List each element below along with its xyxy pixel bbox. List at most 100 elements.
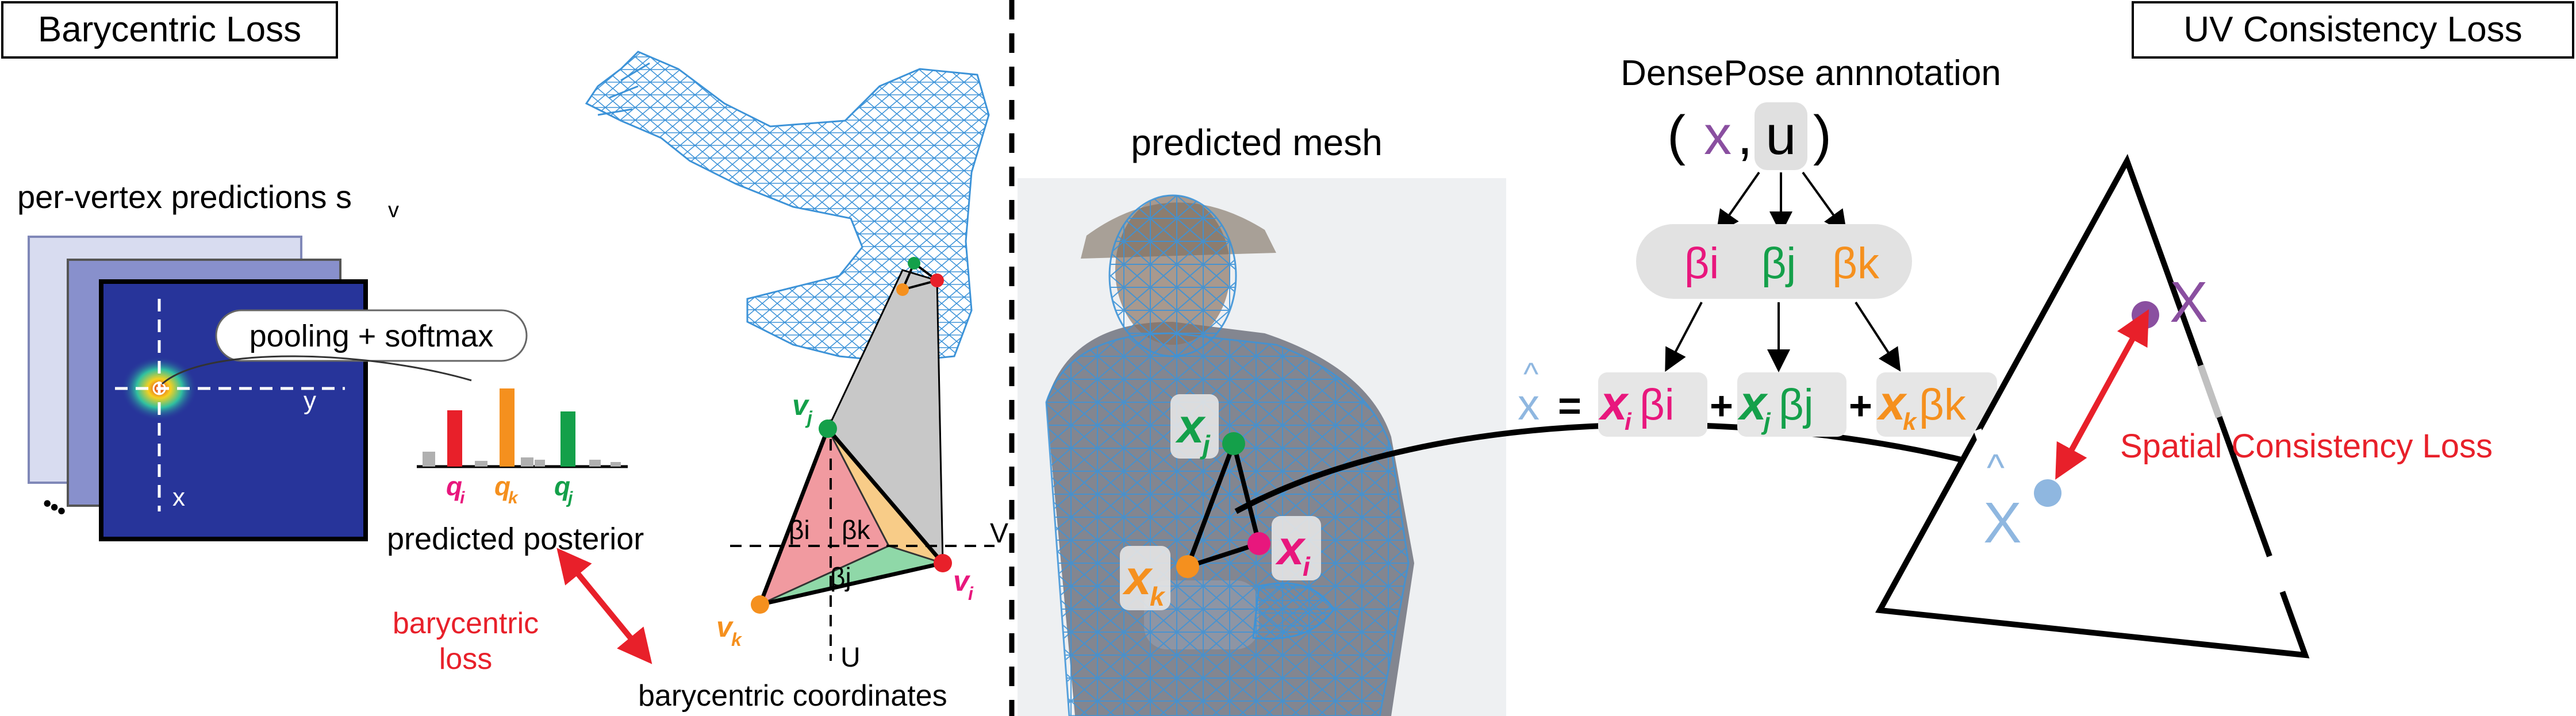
eq-term-i-beta: βi (1640, 380, 1675, 429)
pooling-label: pooling + softmax (249, 319, 494, 353)
v-j-label: v (792, 389, 810, 421)
q-k-label: q (494, 471, 510, 501)
q-j-label: q (554, 471, 570, 501)
arrow-icon (1665, 302, 1703, 372)
v-k-sub: k (731, 629, 743, 650)
mesh-label: predicted mesh (1131, 122, 1383, 163)
uv-edge-gap-left (1974, 428, 1999, 480)
u-axis-label: U (840, 642, 861, 673)
annotation-u: u (1765, 105, 1796, 166)
v-j-point (819, 419, 837, 438)
annotation-paren-open: ( (1667, 105, 1686, 166)
v-i-sub: i (968, 583, 974, 604)
eq-term-k-sub: k (1903, 408, 1918, 435)
eq-term-k-x: x (1876, 376, 1907, 430)
q-k-sub: k (508, 488, 519, 507)
x-gt-label: X (2170, 270, 2208, 334)
q-i-sub: i (460, 488, 465, 507)
eq-term-i-x: x (1598, 376, 1629, 430)
arrow-icon (1855, 301, 1901, 372)
xhat-point (2034, 479, 2061, 507)
right-title-box: UV Consistency Loss (2132, 1, 2574, 59)
loss-label-line1: barycentric (393, 607, 539, 640)
x-k-label: x (1122, 551, 1153, 605)
posterior-bar-3 (535, 460, 545, 467)
eq-term-j-beta: βj (1779, 380, 1814, 429)
eq-term-k-beta: βk (1919, 380, 1967, 429)
posterior-bar-q-i (447, 410, 462, 467)
posterior-bar-5 (611, 462, 621, 467)
double-arrow-icon (2055, 309, 2149, 480)
left-title-box: Barycentric Loss (1, 1, 338, 59)
v-j-sub: j (805, 407, 813, 428)
stack-ellipsis: ••• (38, 491, 71, 525)
ann-beta-i: βi (1684, 239, 1719, 288)
eq-term-j-sub: j (1761, 408, 1771, 435)
x-gt-point (2132, 301, 2159, 329)
mesh-triangle (1184, 436, 1262, 571)
small-v-j (908, 257, 920, 270)
barycentric-triangle (757, 425, 947, 607)
q-i-label: q (446, 471, 462, 501)
annotation-comma: , (1737, 105, 1753, 166)
heatmap-y-label: y (304, 387, 316, 415)
v-i-label: v (953, 565, 971, 597)
spatial-loss-label: Spatial Consistency Loss (2120, 428, 2493, 465)
heatmap-x-label: x (172, 483, 185, 511)
uv-edge-highlight (2197, 364, 2222, 419)
posterior-bar-4 (589, 460, 601, 467)
beta-j-label: βj (830, 562, 851, 592)
x-k-point (1176, 555, 1199, 578)
human-mesh (1045, 194, 1410, 716)
left-title: Barycentric Loss (38, 10, 301, 49)
v-axis-label: V (990, 518, 1008, 549)
annotation-x: x (1704, 105, 1732, 166)
pooling-connector (162, 355, 472, 385)
eq-term-i-sub: i (1625, 408, 1632, 435)
beta-i-label: βi (789, 515, 810, 545)
v-k-label: v (716, 611, 734, 643)
per-vertex-sub: v (388, 198, 399, 222)
eq-equals: = (1558, 383, 1581, 428)
annotation-paren-close: ) (1813, 105, 1832, 166)
eq-hat: ^ (1523, 356, 1538, 392)
eq-plus-2: + (1849, 383, 1872, 428)
loss-label-line2: loss (439, 642, 492, 676)
x-j-badge (1170, 394, 1219, 459)
annotation-label: DensePose annnotation (1621, 53, 2001, 93)
x-i-point (1247, 532, 1270, 555)
ann-beta-j: βj (1761, 239, 1796, 288)
double-arrow-icon (556, 548, 652, 664)
xhat-tri-hat: ^ (1987, 446, 2005, 488)
x-j-sub: j (1200, 430, 1211, 460)
q-j-sub: j (566, 488, 573, 507)
x-k-badge (1120, 546, 1170, 610)
posterior-bar-2 (521, 457, 533, 467)
posterior-bar-0 (423, 452, 435, 467)
eq-term-k-badge (1876, 372, 1997, 437)
eq-term-j-badge (1737, 372, 1846, 437)
arrow-icon (1802, 171, 1847, 234)
posterior-bar-q-k (500, 388, 515, 467)
x-i-badge (1272, 516, 1321, 580)
small-v-k (896, 283, 909, 296)
small-v-i (930, 274, 944, 287)
v-i-point (934, 554, 952, 572)
eq-plus-1: + (1710, 383, 1733, 428)
posterior-bar-q-j (560, 411, 575, 467)
beta-pill (1636, 224, 1912, 299)
beta-k-label: βk (842, 515, 870, 545)
bird-mesh (585, 51, 990, 363)
arrow-icon (1716, 171, 1760, 234)
posterior-label: predicted posterior (387, 522, 644, 556)
v-k-point (751, 595, 769, 614)
right-title: UV Consistency Loss (2183, 10, 2522, 49)
eq-term-i-badge (1598, 372, 1707, 437)
eq-term-j-x: x (1737, 376, 1768, 430)
x-i-sub: i (1303, 552, 1311, 582)
posterior-bar-1 (475, 461, 487, 467)
x-k-sub: k (1150, 582, 1166, 611)
per-vertex-label: per-vertex predictions s (17, 179, 352, 215)
